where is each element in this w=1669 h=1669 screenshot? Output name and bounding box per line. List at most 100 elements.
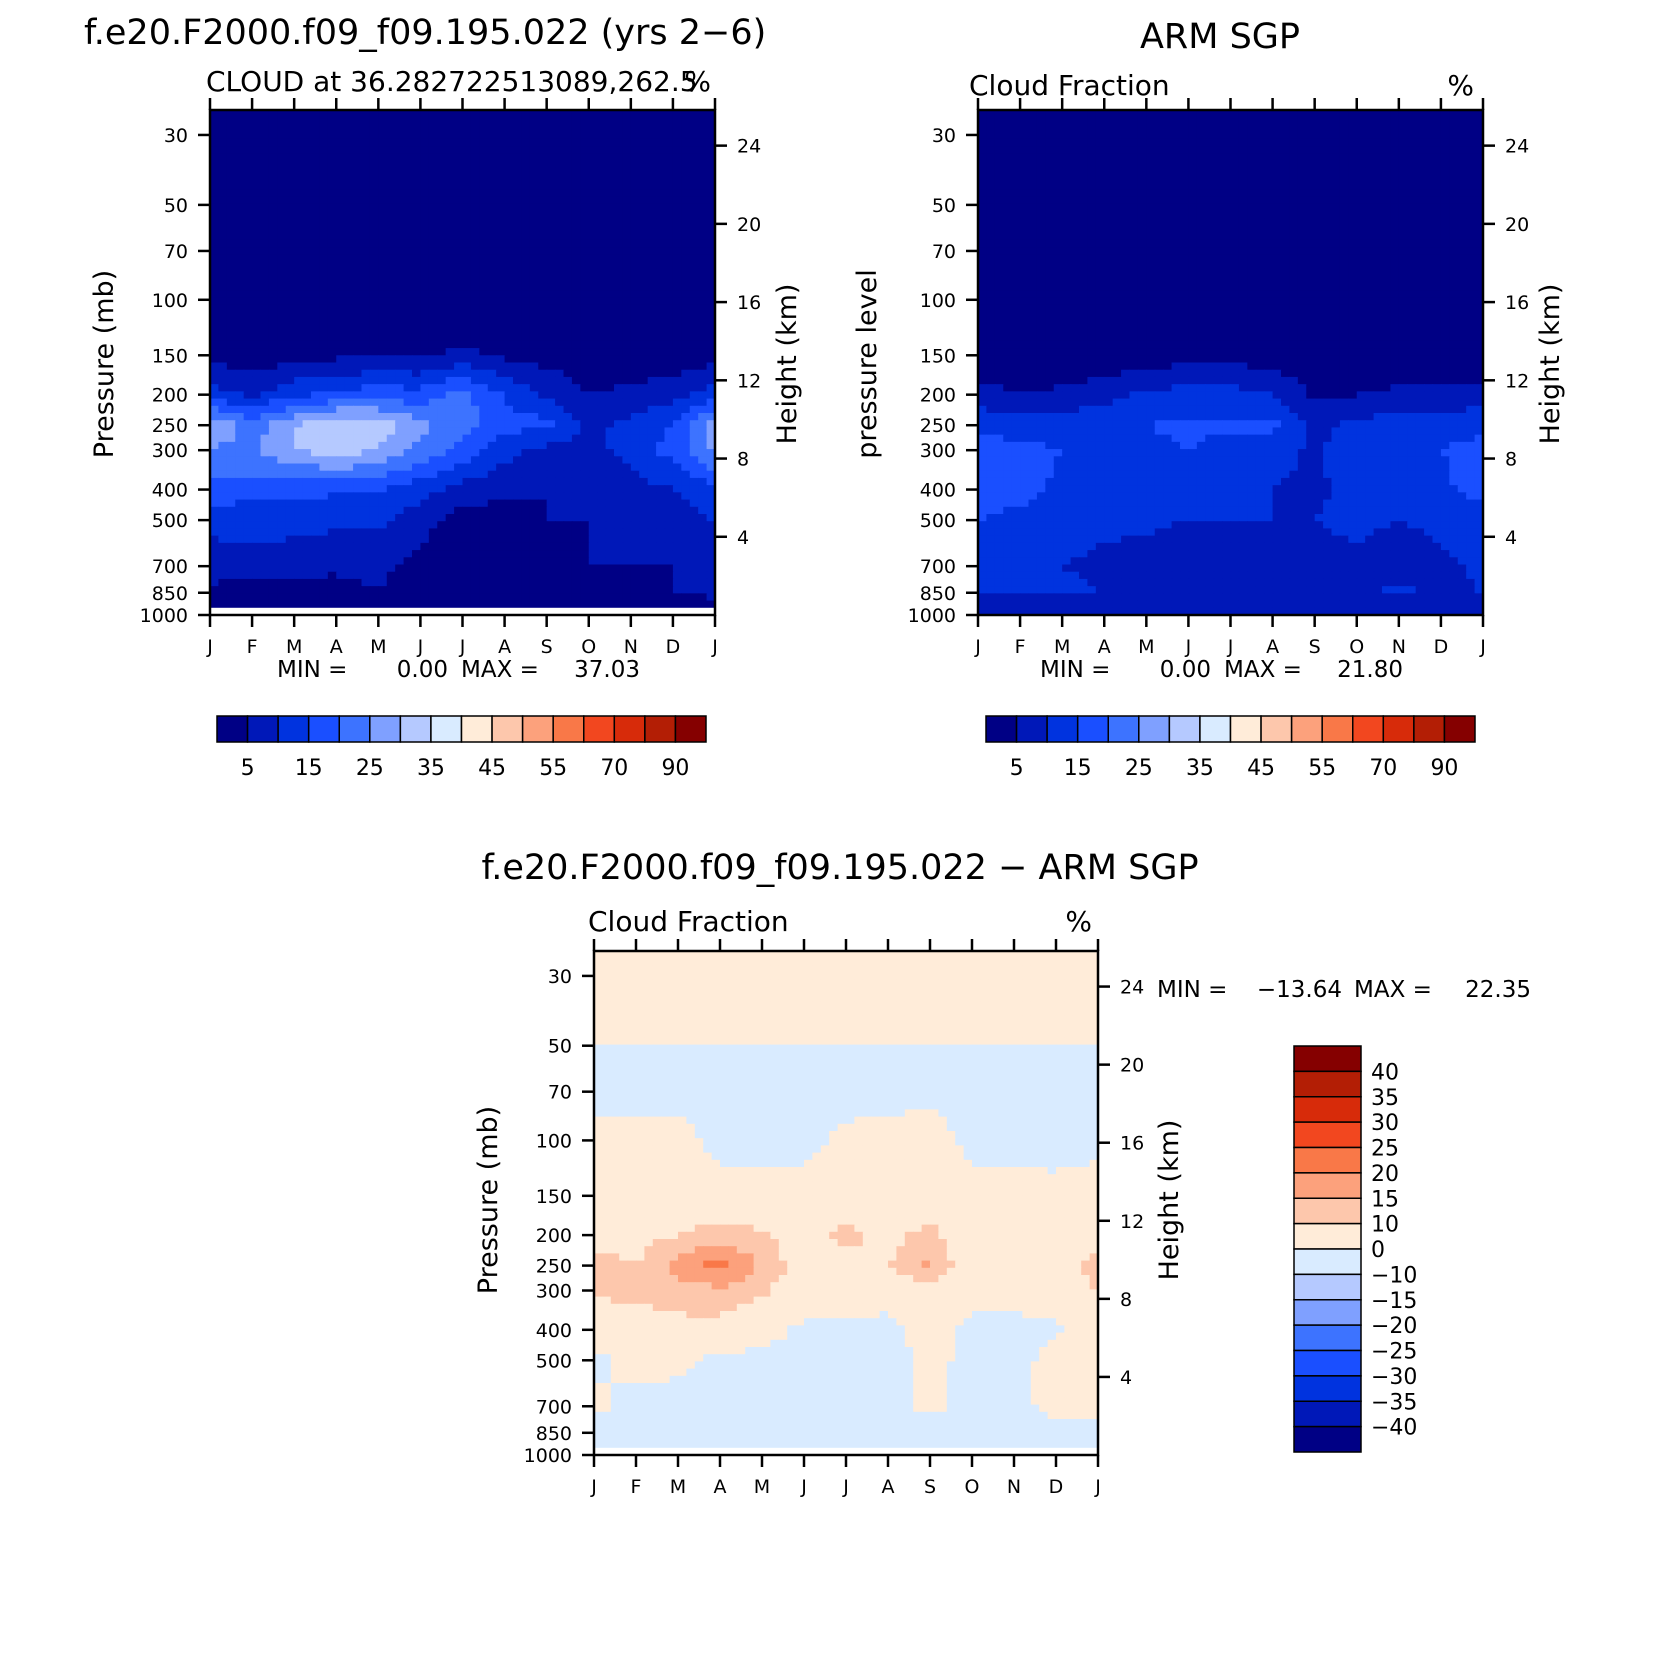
contour-cell [504,225,514,234]
contour-cell [412,239,422,248]
contour-cell [302,499,312,508]
contour-cell [1020,146,1030,154]
contour-cell [521,110,531,118]
contour-cell [403,449,413,457]
contour-cell [386,254,396,263]
contour-cell [513,391,523,400]
contour-cell [1440,182,1450,190]
contour-cell [294,110,304,118]
contour-cell [403,499,413,508]
colorbar-swatch [613,715,646,743]
contour-cell [235,110,245,118]
contour-cell [1457,124,1467,133]
contour-cell [571,131,581,140]
contour-cell [302,138,312,147]
contour-cell [378,578,388,587]
contour-cell [1213,189,1223,198]
contour-cell [470,485,480,493]
contour-cell [218,160,228,169]
contour-cell [496,355,506,364]
contour-cell [226,413,236,421]
contour-cell [689,434,699,443]
contour-cell [302,557,312,566]
contour-cell [487,514,497,522]
contour-cell [571,124,581,133]
contour-cell [614,124,624,133]
contour-cell [681,247,691,255]
contour-cell [538,528,548,537]
contour-cell [588,290,598,299]
contour-cell [319,434,329,443]
contour-cell [311,470,321,479]
contour-cell [462,297,472,306]
contour-cell [571,449,581,457]
contour-cell [327,225,337,234]
contour-cell [378,521,388,530]
contour-cell [597,528,607,537]
contour-cell [639,384,649,392]
contour-cell [336,600,346,609]
contour-cell [563,578,573,587]
contour-cell [706,362,716,371]
contour-cell [698,110,708,118]
contour-cell [496,196,506,205]
contour-cell [563,441,573,450]
contour-cell [706,283,716,291]
contour-cell [327,312,337,320]
contour-cell [1146,153,1156,162]
contour-cell [344,550,354,558]
contour-cell [1188,182,1198,190]
contour-cell [978,182,988,190]
contour-cell [369,391,379,400]
contour-cell [1449,146,1459,154]
contour-cell [563,290,573,299]
contour-cell [1289,167,1299,176]
contour-cell [588,211,598,219]
contour-cell [689,138,699,147]
contour-cell [1314,110,1324,118]
contour-cell [252,564,262,573]
contour-cell [268,528,278,537]
contour-cell [344,189,354,198]
contour-cell [689,499,699,508]
contour-cell [706,470,716,479]
contour-cell [1196,174,1206,183]
contour-cell [504,550,514,558]
contour-cell [437,391,447,400]
contour-cell [277,304,287,313]
contour-cell [412,146,422,154]
contour-cell [420,232,430,241]
contour-cell [639,189,649,198]
contour-cell [588,254,598,263]
contour-cell [521,369,531,378]
contour-cell [268,449,278,457]
contour-cell [302,485,312,493]
contour-cell [462,391,472,400]
contour-cell [672,348,682,356]
contour-cell [622,434,632,443]
contour-cell [605,167,615,176]
contour-cell [327,521,337,530]
contour-cell [319,138,329,147]
contour-cell [1222,110,1232,118]
contour-cell [336,275,346,284]
contour-cell [555,564,565,573]
contour-cell [639,138,649,147]
contour-cell [277,485,287,493]
contour-cell [470,275,480,284]
contour-cell [1331,146,1341,154]
contour-cell [986,146,996,154]
contour-cell [513,174,523,183]
contour-cell [344,290,354,299]
contour-cell [571,340,581,349]
contour-cell [403,160,413,169]
contour-cell [1449,174,1459,183]
contour-cell [672,304,682,313]
contour-cell [268,600,278,609]
contour-cell [277,290,287,299]
contour-cell [614,369,624,378]
contour-cell [1272,138,1282,147]
contour-cell [605,326,615,335]
contour-cell [378,348,388,356]
contour-cell [210,420,220,429]
